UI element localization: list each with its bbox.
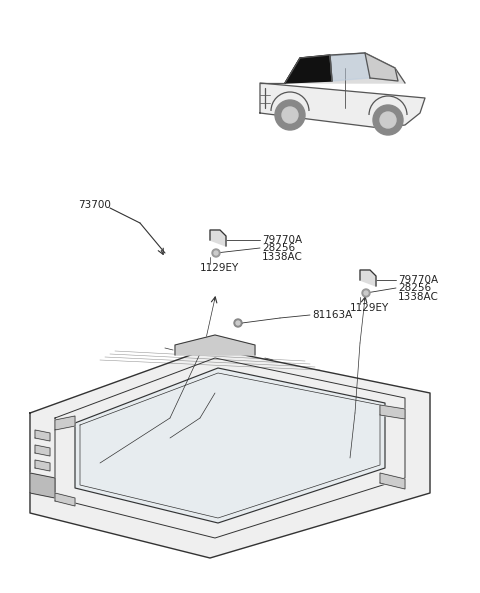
Polygon shape xyxy=(30,473,55,498)
Polygon shape xyxy=(285,55,332,83)
Polygon shape xyxy=(380,473,405,489)
Text: 28256: 28256 xyxy=(398,283,431,293)
Polygon shape xyxy=(75,368,385,523)
Circle shape xyxy=(275,100,305,130)
Polygon shape xyxy=(30,348,430,558)
Polygon shape xyxy=(330,53,370,81)
Text: 81163A: 81163A xyxy=(312,310,352,320)
Polygon shape xyxy=(35,460,50,471)
Circle shape xyxy=(373,105,403,135)
Text: 79770A: 79770A xyxy=(262,235,302,245)
Text: 73700: 73700 xyxy=(78,200,111,210)
Text: 28256: 28256 xyxy=(262,243,295,253)
Circle shape xyxy=(282,107,298,123)
Text: 79770A: 79770A xyxy=(398,275,438,285)
Circle shape xyxy=(212,249,220,257)
Polygon shape xyxy=(285,53,405,83)
Polygon shape xyxy=(175,335,255,355)
Polygon shape xyxy=(35,445,50,456)
Text: 1129EY: 1129EY xyxy=(350,303,389,313)
Text: 1338AC: 1338AC xyxy=(398,292,439,302)
Circle shape xyxy=(236,321,240,325)
Text: 1129EY: 1129EY xyxy=(200,263,239,273)
Circle shape xyxy=(214,251,218,255)
Polygon shape xyxy=(55,493,75,506)
Text: 1338AC: 1338AC xyxy=(262,252,303,262)
Circle shape xyxy=(362,289,370,297)
Polygon shape xyxy=(360,270,376,286)
Circle shape xyxy=(234,319,242,327)
Polygon shape xyxy=(380,405,405,419)
Polygon shape xyxy=(210,230,226,246)
Circle shape xyxy=(380,112,396,128)
Polygon shape xyxy=(35,475,50,486)
Polygon shape xyxy=(55,416,75,430)
Polygon shape xyxy=(365,53,398,81)
Circle shape xyxy=(364,291,368,295)
Polygon shape xyxy=(35,430,50,441)
Polygon shape xyxy=(260,83,425,128)
